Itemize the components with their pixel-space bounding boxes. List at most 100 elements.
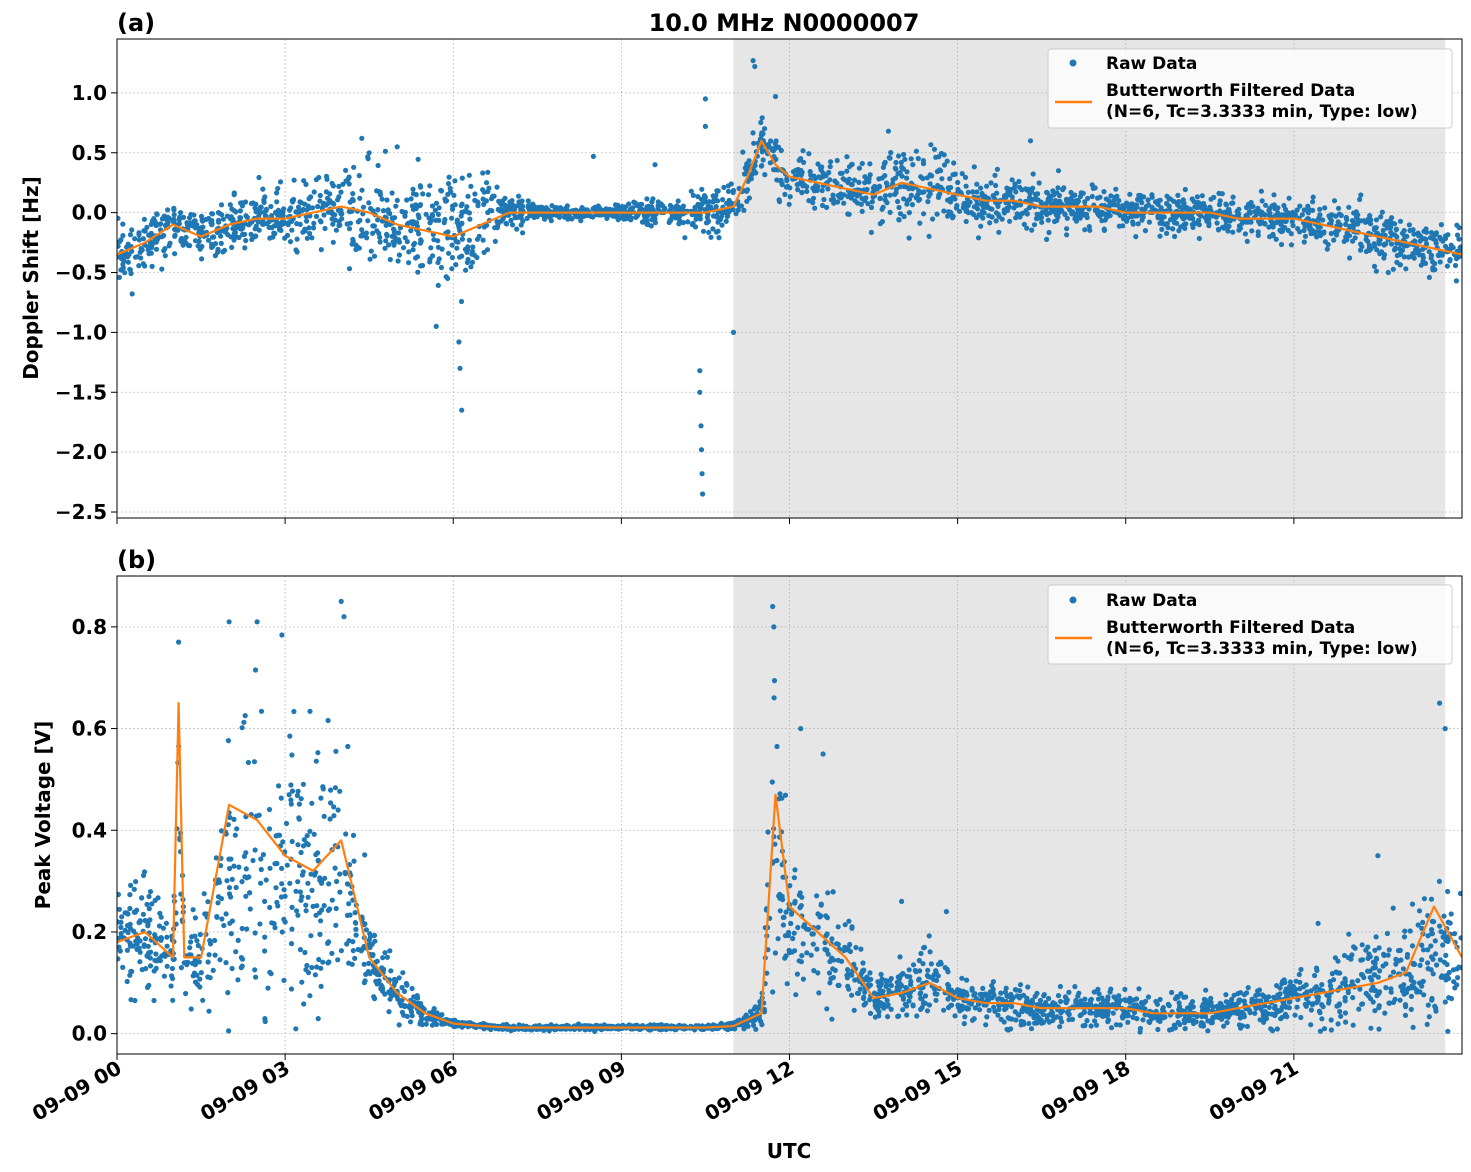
raw-data-point	[869, 199, 875, 205]
raw-data-point	[908, 156, 914, 162]
raw-data-point	[1373, 934, 1379, 940]
raw-data-point	[1385, 269, 1391, 276]
raw-data-point	[1082, 227, 1088, 233]
raw-data-point	[758, 119, 764, 126]
raw-data-point	[1039, 219, 1045, 225]
raw-data-point	[628, 217, 634, 223]
raw-data-point	[368, 205, 374, 212]
raw-data-point	[1157, 233, 1163, 239]
raw-data-point	[484, 180, 490, 186]
raw-data-point	[149, 263, 155, 269]
raw-data-point	[1456, 225, 1462, 231]
raw-data-point	[1249, 228, 1255, 234]
raw-data-point	[893, 159, 899, 166]
raw-data-point	[1243, 212, 1250, 218]
raw-data-point	[466, 237, 472, 243]
raw-data-point	[141, 943, 147, 949]
raw-data-point	[239, 879, 245, 885]
raw-data-point	[896, 204, 902, 211]
raw-data-point	[234, 826, 240, 832]
raw-data-point	[230, 226, 236, 232]
raw-data-point	[1289, 219, 1295, 225]
raw-data-point	[375, 207, 381, 213]
raw-data-point	[950, 172, 956, 178]
raw-data-point	[495, 221, 501, 227]
raw-data-point	[1455, 975, 1461, 981]
raw-data-point	[236, 864, 242, 870]
raw-data-point	[250, 857, 256, 864]
raw-data-point	[780, 922, 787, 928]
raw-data-point	[1381, 241, 1387, 247]
raw-data-point	[508, 217, 514, 224]
raw-data-point	[275, 832, 281, 838]
raw-data-point	[1137, 1029, 1143, 1035]
raw-data-point	[459, 175, 465, 181]
raw-data-point	[243, 866, 249, 872]
raw-data-point	[776, 144, 782, 150]
raw-data-point	[1058, 998, 1064, 1005]
raw-data-point	[885, 128, 892, 134]
raw-data-point	[1445, 938, 1451, 945]
raw-data-point	[1442, 243, 1449, 249]
raw-data-point	[410, 219, 416, 225]
raw-data-point	[970, 189, 976, 195]
raw-data-point	[189, 934, 195, 940]
raw-data-point	[200, 997, 206, 1003]
raw-data-point	[955, 179, 961, 186]
raw-data-point	[454, 245, 460, 251]
raw-data-point	[243, 237, 249, 244]
raw-data-point	[1431, 919, 1437, 925]
raw-data-point	[1266, 224, 1272, 230]
raw-data-point	[321, 903, 327, 909]
raw-data-point	[969, 1017, 976, 1023]
raw-data-point	[904, 1012, 910, 1018]
raw-data-point	[451, 192, 457, 198]
raw-data-point	[309, 800, 315, 806]
raw-data-point	[307, 230, 313, 237]
raw-data-point	[748, 176, 755, 182]
raw-data-point	[1210, 1004, 1216, 1010]
raw-data-point	[239, 925, 245, 932]
raw-data-point	[1157, 996, 1163, 1003]
raw-data-point	[1309, 229, 1315, 235]
raw-data-point	[366, 960, 372, 967]
raw-data-point	[458, 203, 464, 209]
raw-data-point	[526, 207, 533, 213]
raw-data-point	[1025, 984, 1031, 990]
raw-data-point	[1185, 1005, 1191, 1011]
raw-data-point	[154, 211, 160, 217]
raw-data-point	[1013, 1017, 1019, 1023]
raw-data-point	[1429, 995, 1435, 1002]
raw-data-point	[470, 244, 476, 250]
raw-data-point	[1420, 947, 1427, 953]
raw-data-point	[358, 233, 364, 239]
raw-data-point	[462, 208, 469, 214]
raw-data-point	[258, 204, 264, 210]
raw-data-point	[887, 192, 893, 198]
raw-data-point	[1178, 224, 1184, 230]
raw-data-point	[1333, 213, 1339, 219]
raw-data-point	[730, 206, 736, 213]
raw-data-point	[120, 233, 126, 239]
raw-data-point	[1397, 218, 1404, 224]
raw-data-point	[412, 240, 418, 246]
raw-data-point	[1024, 211, 1030, 217]
raw-data-point	[1305, 216, 1312, 222]
raw-data-point	[125, 254, 131, 260]
raw-data-point	[456, 225, 462, 231]
raw-data-point	[307, 828, 313, 834]
raw-data-point	[1447, 256, 1453, 263]
raw-data-point	[172, 232, 178, 238]
raw-data-point	[744, 198, 750, 204]
raw-data-point	[1229, 200, 1235, 206]
raw-data-point	[808, 952, 814, 958]
raw-data-point	[857, 986, 863, 992]
raw-data-point	[183, 960, 189, 966]
raw-data-point	[410, 206, 416, 212]
raw-data-point	[846, 918, 852, 924]
raw-data-point	[1113, 1022, 1119, 1028]
raw-data-point	[716, 235, 722, 241]
raw-data-point	[904, 201, 910, 207]
raw-data-point	[844, 154, 850, 160]
raw-data-point	[1085, 195, 1091, 201]
